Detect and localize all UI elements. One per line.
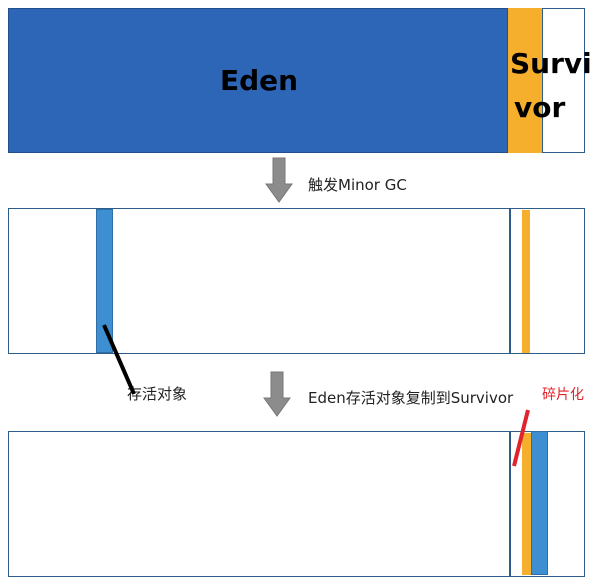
copied-live-object [531,431,548,575]
eden-region-stage1: Eden [8,8,508,153]
survivor-from-stage1 [508,8,542,153]
eden-region-stage2 [8,208,510,354]
live-object-label: 存活对象 [127,385,188,403]
survivor-to-stage1 [542,8,585,153]
down-arrow-icon-2 [264,371,290,417]
arrow1-caption: 触发Minor GC [308,176,407,194]
eden-label: Eden [219,64,299,97]
survivor-object-stage2 [522,210,530,353]
fragment-label: 碎片化 [542,387,584,403]
eden-region-stage3 [8,431,510,577]
down-arrow-icon-1 [266,157,292,203]
arrow2-caption: Eden存活对象复制到Survivor [308,389,514,407]
survivor-old-object-stage3 [522,433,531,575]
survivor-label-line1: Survi [510,47,592,80]
survivor-label-line2: vor [514,91,566,124]
live-object-block [96,209,113,353]
